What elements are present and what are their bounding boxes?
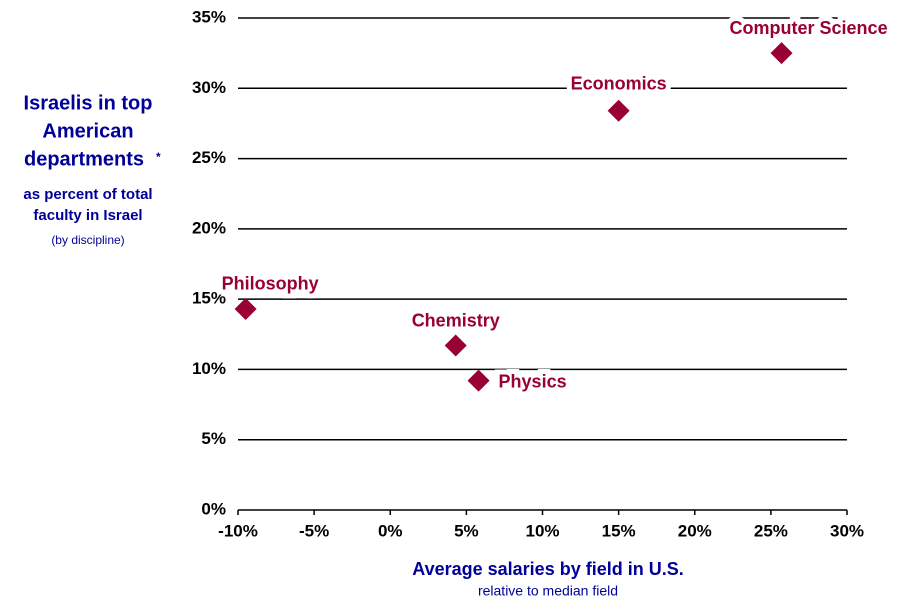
x-tick-label: 30% [830, 521, 864, 540]
point-label: Chemistry [412, 310, 500, 330]
point [467, 369, 490, 392]
point [444, 334, 467, 357]
point [234, 297, 257, 320]
point-label: Economics [571, 74, 667, 94]
y-tick-label: 35% [192, 7, 226, 26]
y-tick-label: 10% [192, 359, 226, 378]
x-tick-label: 20% [678, 521, 712, 540]
y-title-mark: * [156, 150, 161, 164]
x-title: Average salaries by field in U.S. [412, 559, 683, 579]
y-tick-label: 25% [192, 148, 226, 167]
x-tick-label: 5% [454, 521, 479, 540]
point-label: Computer Science [730, 18, 888, 38]
y-title: American [42, 120, 133, 142]
y-tick-label: 15% [192, 289, 226, 308]
x-tick-label: -10% [218, 521, 258, 540]
point [770, 42, 793, 65]
y-tick-label: 5% [201, 429, 226, 448]
x-tick-label: 10% [525, 521, 559, 540]
y-tick-label: 30% [192, 78, 226, 97]
y-note: (by discipline) [51, 233, 124, 247]
y-tick-label: 0% [201, 499, 226, 518]
y-title: Israelis in top [24, 92, 153, 114]
x-tick-label: 0% [378, 521, 403, 540]
x-tick-label: 15% [602, 521, 636, 540]
y-subtitle: faculty in Israel [33, 207, 142, 224]
point [607, 99, 630, 122]
y-title: departments [24, 148, 144, 170]
point-label: Philosophy [222, 274, 319, 294]
x-tick-label: -5% [299, 521, 329, 540]
x-tick-label: 25% [754, 521, 788, 540]
y-tick-label: 20% [192, 218, 226, 237]
point-label: Physics [499, 371, 567, 391]
y-subtitle: as percent of total [23, 186, 152, 203]
x-subtitle: relative to median field [478, 583, 618, 599]
